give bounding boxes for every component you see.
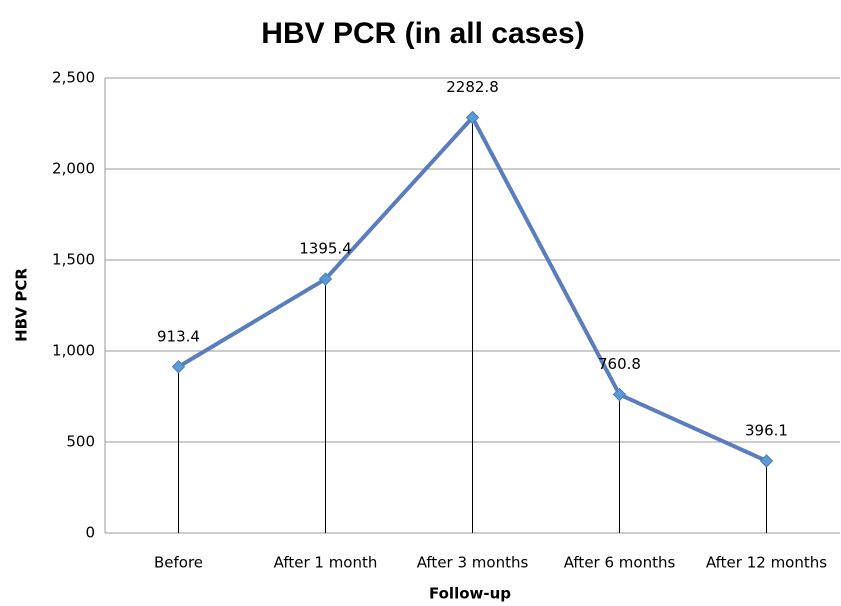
marker (759, 454, 774, 468)
y-tick-label: 2,500 (52, 69, 95, 87)
data-label: 2282.8 (446, 78, 499, 96)
marker (612, 387, 627, 402)
x-tick-label: Before (154, 554, 203, 572)
chart-title: HBV PCR (in all cases) (261, 17, 584, 50)
x-tick-label: After 12 months (706, 554, 827, 572)
data-label: 396.1 (745, 421, 788, 439)
marker (465, 110, 480, 125)
y-tick-label: 0 (85, 524, 95, 542)
data-label: 913.4 (157, 327, 200, 345)
data-label: 1395.4 (299, 240, 352, 258)
x-axis-label: Follow-up (429, 585, 511, 603)
y-tick-label: 1,500 (52, 251, 95, 269)
y-axis-label: HBV PCR (13, 268, 31, 342)
x-tick-label: After 6 months (564, 554, 676, 572)
data-label: 760.8 (598, 355, 641, 373)
marker (318, 272, 333, 286)
x-tick-label: After 1 month (274, 554, 378, 572)
x-tick-label: After 3 months (417, 554, 529, 572)
y-tick-label: 500 (66, 433, 95, 451)
y-tick-label: 2,000 (52, 160, 95, 178)
y-tick-label: 1,000 (52, 342, 95, 360)
marker (171, 360, 186, 374)
